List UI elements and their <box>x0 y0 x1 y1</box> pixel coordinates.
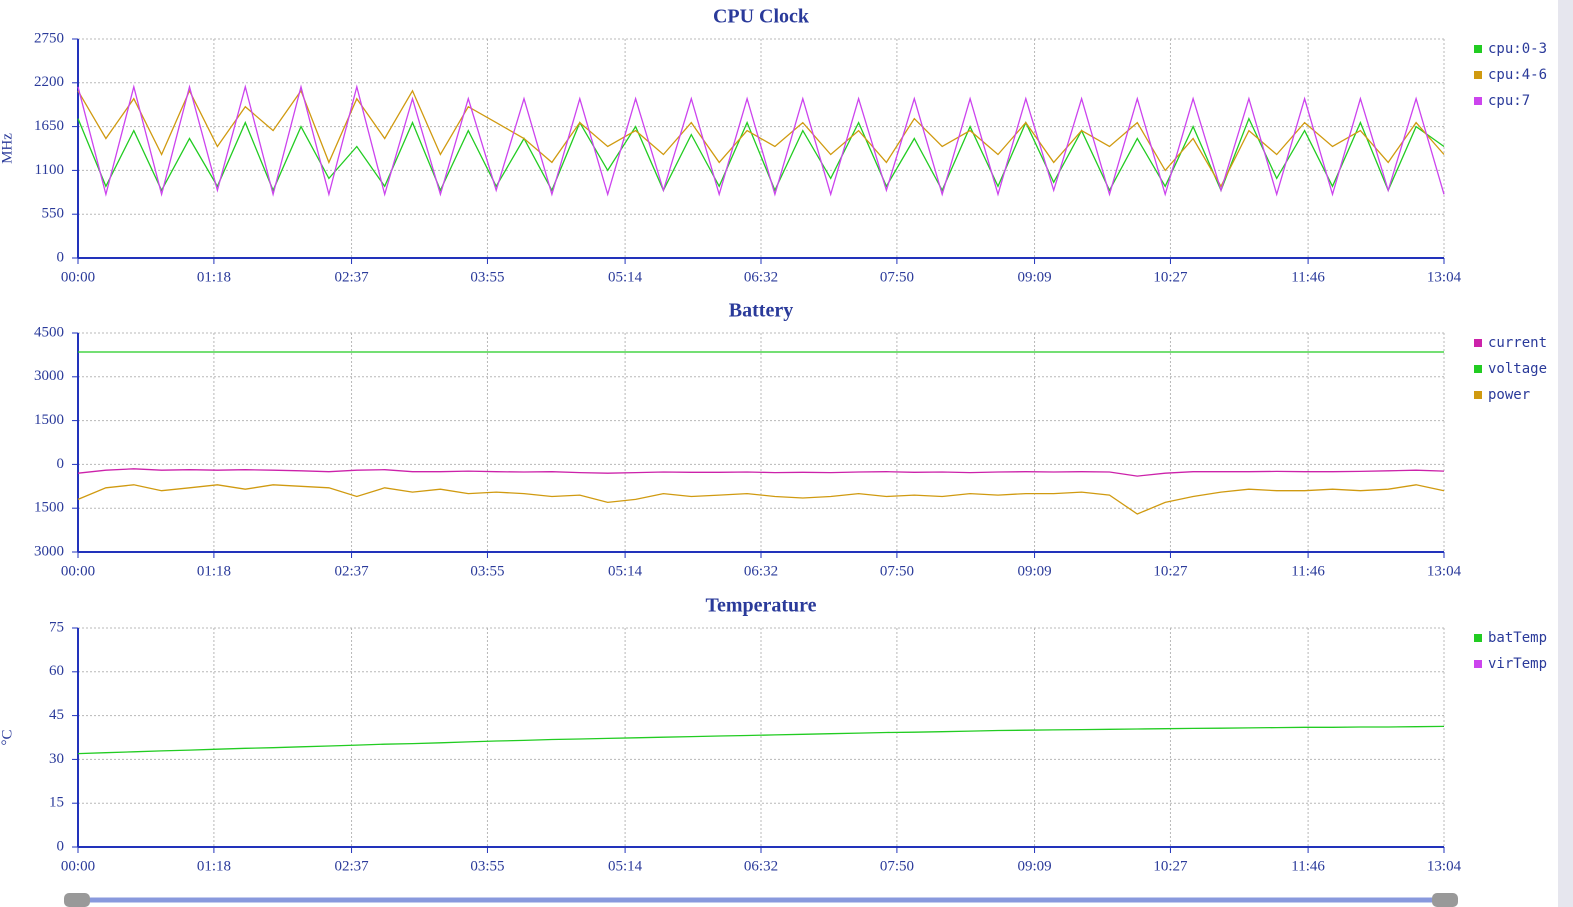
y-tick-label: 0 <box>57 838 65 854</box>
series-line <box>77 116 1445 193</box>
x-tick-label: 05:14 <box>608 858 643 874</box>
y-tick-label: 60 <box>49 663 64 679</box>
x-tick-label: 03:55 <box>470 858 504 874</box>
chart-title: CPU Clock <box>713 6 810 28</box>
y-tick-label: 4500 <box>34 324 64 340</box>
x-tick-label: 07:50 <box>880 563 914 579</box>
x-tick-label: 01:18 <box>197 858 231 874</box>
x-tick-label: 10:27 <box>1153 858 1188 874</box>
x-tick-label: 07:50 <box>880 858 914 874</box>
y-tick-label: 2200 <box>34 74 64 90</box>
y-tick-label: 75 <box>49 619 64 635</box>
legend-swatch <box>1474 660 1482 668</box>
legend-swatch <box>1474 391 1482 399</box>
y-tick-label: 0 <box>57 249 65 265</box>
x-tick-label: 06:32 <box>744 269 778 285</box>
y-tick-label: 3000 <box>34 368 64 384</box>
x-tick-label: 00:00 <box>61 858 95 874</box>
y-tick-label: 3000 <box>34 543 64 559</box>
x-tick-label: 02:37 <box>334 858 369 874</box>
x-tick-label: 01:18 <box>197 563 231 579</box>
legend-swatch <box>1474 71 1482 79</box>
legend-swatch <box>1474 45 1482 53</box>
y-tick-label: 1500 <box>34 500 64 516</box>
x-tick-label: 10:27 <box>1153 563 1188 579</box>
x-tick-label: 03:55 <box>470 269 504 285</box>
x-tick-label: 06:32 <box>744 858 778 874</box>
legend-label: voltage <box>1488 361 1547 377</box>
x-tick-label: 02:37 <box>334 269 369 285</box>
x-tick-label: 02:37 <box>334 563 369 579</box>
y-tick-label: 1650 <box>34 118 64 134</box>
legend-label: batTemp <box>1488 630 1547 646</box>
x-tick-label: 05:14 <box>608 563 643 579</box>
x-tick-label: 13:04 <box>1427 269 1462 285</box>
legend-swatch <box>1474 339 1482 347</box>
series-line <box>77 484 1445 515</box>
x-tick-label: 00:00 <box>61 269 95 285</box>
x-tick-label: 05:14 <box>608 269 643 285</box>
zoom-handle-left[interactable] <box>64 893 90 907</box>
side-panel-edge <box>1558 0 1573 907</box>
series-line <box>77 468 1445 477</box>
x-tick-label: 09:09 <box>1017 858 1051 874</box>
series-line <box>77 725 1445 755</box>
y-axis-label: MHz <box>0 133 15 164</box>
legend-label: cpu:7 <box>1488 93 1530 109</box>
y-axis-label: °C <box>0 729 15 745</box>
y-tick-label: 550 <box>42 206 65 222</box>
x-tick-label: 13:04 <box>1427 858 1462 874</box>
x-tick-label: 01:18 <box>197 269 231 285</box>
legend-label: virTemp <box>1488 656 1547 672</box>
legend-label: cpu:0-3 <box>1488 41 1547 57</box>
legend-label: power <box>1488 387 1530 403</box>
x-tick-label: 07:50 <box>880 269 914 285</box>
legend-swatch <box>1474 97 1482 105</box>
x-tick-label: 06:32 <box>744 563 778 579</box>
y-tick-label: 45 <box>49 707 64 723</box>
legend-swatch <box>1474 634 1482 642</box>
x-tick-label: 11:46 <box>1291 858 1325 874</box>
legend-label: cpu:4-6 <box>1488 67 1547 83</box>
x-tick-label: 11:46 <box>1291 563 1325 579</box>
y-tick-label: 2750 <box>34 30 64 46</box>
y-tick-label: 1100 <box>35 162 64 178</box>
x-tick-label: 09:09 <box>1017 563 1051 579</box>
x-tick-label: 13:04 <box>1427 563 1462 579</box>
x-tick-label: 00:00 <box>61 563 95 579</box>
chart-title: Temperature <box>705 595 816 617</box>
y-tick-label: 1500 <box>34 412 64 428</box>
chart-title: Battery <box>729 300 793 322</box>
x-tick-label: 11:46 <box>1291 269 1325 285</box>
y-tick-label: 15 <box>49 795 64 811</box>
y-tick-label: 0 <box>57 456 65 472</box>
x-tick-label: 10:27 <box>1153 269 1188 285</box>
legend-label: current <box>1488 335 1547 351</box>
x-tick-label: 09:09 <box>1017 269 1051 285</box>
y-tick-label: 30 <box>49 751 64 767</box>
x-tick-label: 03:55 <box>470 563 504 579</box>
zoom-handle-right[interactable] <box>1432 893 1458 907</box>
legend-swatch <box>1474 365 1482 373</box>
series-line <box>77 84 1445 197</box>
